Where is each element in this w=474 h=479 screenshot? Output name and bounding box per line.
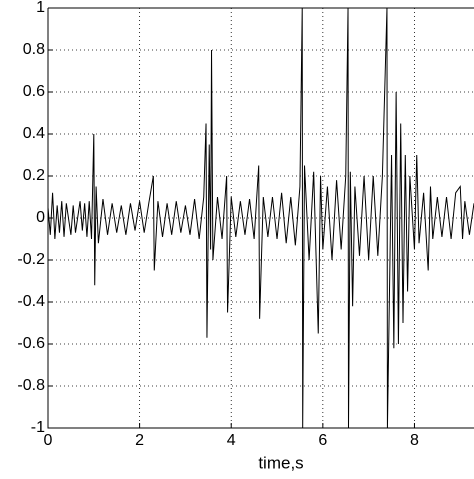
x-tick-label: 6 bbox=[318, 432, 327, 449]
x-axis-label: time,s bbox=[258, 453, 303, 472]
y-tick-label: -0.6 bbox=[17, 335, 45, 352]
y-tick-label: 0 bbox=[36, 209, 45, 226]
x-tick-label: 8 bbox=[410, 432, 419, 449]
axes-frame bbox=[47, 7, 474, 429]
y-tick-label: -0.2 bbox=[17, 251, 45, 268]
y-tick-label: -0.4 bbox=[17, 293, 45, 310]
x-tick-label: 4 bbox=[227, 432, 236, 449]
x-tick-label: 0 bbox=[44, 432, 53, 449]
y-tick-label: 0.6 bbox=[23, 83, 45, 100]
y-tick-label: 0.4 bbox=[23, 125, 45, 142]
x-tick-label: 2 bbox=[135, 432, 144, 449]
y-tick-label: 1 bbox=[36, 0, 45, 16]
signal-line bbox=[47, 7, 474, 429]
y-tick-label: 0.2 bbox=[23, 167, 45, 184]
y-tick-label: -0.8 bbox=[17, 377, 45, 394]
y-tick-label: -1 bbox=[31, 419, 45, 436]
y-tick-label: 0.8 bbox=[23, 41, 45, 58]
